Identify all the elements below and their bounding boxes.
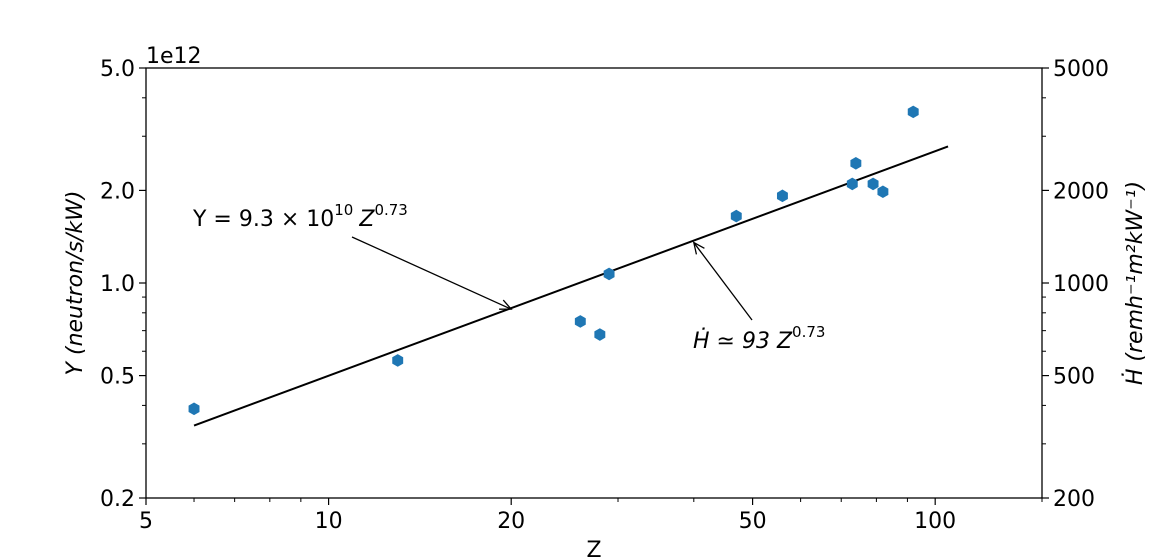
data-point: [877, 185, 889, 199]
y-axis-label-right: Ḣ (remh⁻¹m²kW⁻¹): [1122, 181, 1148, 385]
data-point: [392, 354, 404, 367]
data-point: [846, 177, 858, 191]
data-point: [867, 177, 879, 191]
fit-line: [193, 145, 949, 427]
annotation-dose-text: Ḣ ≃ 93 Z0.73: [693, 323, 825, 354]
data-point: [730, 209, 742, 223]
annotation-yield: Y = 9.3 × 1010 Z0.73: [192, 201, 513, 310]
annotation-dose: Ḣ ≃ 93 Z0.73: [692, 241, 825, 354]
x-tick-label: 5: [139, 509, 153, 534]
x-tick-label: 50: [739, 509, 767, 534]
y-tick-label: 5.0: [100, 57, 135, 82]
annotation-yield-arrow: [351, 236, 513, 310]
data-point: [594, 328, 606, 341]
x-tick-label: 10: [315, 509, 343, 534]
y-axis-label-left: Y (neutron/s/kW): [63, 191, 88, 376]
data-point: [574, 315, 586, 328]
x-tick-label: 20: [497, 509, 525, 534]
data-point: [188, 402, 200, 416]
y-tick-label: 0.5: [100, 365, 135, 390]
y-tick-label: 1.0: [100, 272, 135, 297]
x-tick-label: 100: [914, 509, 956, 534]
plot-frame: [145, 67, 1043, 499]
right-y-tick-label: 200: [1053, 487, 1095, 512]
y-tick-label: 0.2: [100, 487, 135, 512]
y-offset-text: 1e12: [146, 44, 202, 69]
right-y-tick-label: 5000: [1053, 57, 1109, 82]
data-point: [907, 105, 919, 119]
right-y-tick-label: 1000: [1053, 272, 1109, 297]
data-point: [850, 156, 862, 170]
right-y-tick-label: 2000: [1053, 179, 1109, 204]
annotation-dose-arrow: [692, 241, 753, 321]
data-point: [776, 189, 788, 203]
data-point: [603, 267, 615, 281]
x-axis-label: Z: [586, 538, 601, 560]
y-tick-label: 2.0: [100, 179, 135, 204]
right-y-tick-label: 500: [1053, 365, 1095, 390]
annotation-yield-text: Y = 9.3 × 1010 Z0.73: [192, 201, 408, 232]
